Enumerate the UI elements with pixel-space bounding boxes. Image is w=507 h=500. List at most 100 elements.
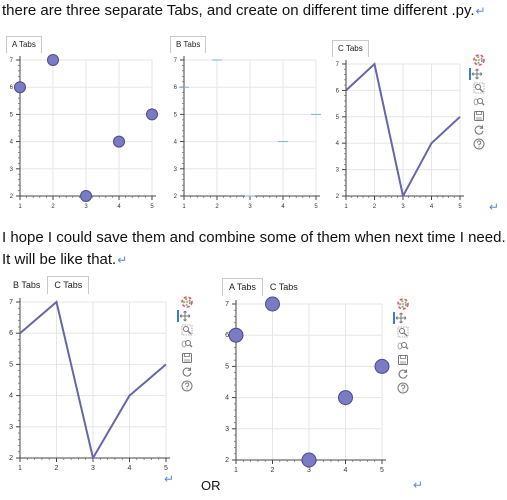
- save-icon[interactable]: [181, 352, 193, 364]
- y-tick-label: 5: [174, 112, 178, 118]
- help-icon[interactable]: [397, 382, 409, 394]
- y-tick-label: 3: [336, 168, 340, 174]
- paragraph-mark: ↵: [413, 478, 424, 492]
- y-tick-label: 4: [336, 141, 340, 147]
- wheel-zoom-icon[interactable]: [473, 96, 485, 108]
- tab-bar: B Tabs C Tabs: [6, 276, 90, 294]
- tab-c-tabs[interactable]: C Tabs: [47, 276, 90, 294]
- pan-icon[interactable]: [469, 68, 483, 80]
- save-icon[interactable]: [473, 110, 485, 122]
- pan-icon[interactable]: [177, 310, 191, 322]
- y-tick-label: 2: [174, 194, 178, 200]
- y-tick-label: 5: [9, 361, 13, 368]
- box-zoom-icon[interactable]: [397, 326, 409, 338]
- tab-a-tabs[interactable]: A Tabs: [6, 36, 42, 53]
- y-tick-label: 6: [174, 85, 178, 91]
- text-line-3: It will be like that.↵: [2, 251, 127, 268]
- data-point: [14, 81, 26, 94]
- y-tick-label: 7: [10, 58, 14, 64]
- y-tick-label: 7: [174, 58, 178, 64]
- bokeh-logo-icon[interactable]: [181, 296, 193, 308]
- y-tick-label: 6: [9, 330, 13, 337]
- x-tick-label: 4: [344, 467, 348, 474]
- x-tick-label: 3: [401, 204, 405, 210]
- reset-icon[interactable]: [397, 368, 409, 380]
- paragraph-mark: ↵: [117, 253, 128, 267]
- x-tick-label: 1: [18, 204, 22, 210]
- x-tick-label: 3: [307, 467, 311, 474]
- y-tick-label: 7: [225, 301, 229, 308]
- data-point: [228, 327, 244, 343]
- y-tick-label: 2: [225, 457, 229, 464]
- text-line-1: there are three separate Tabs, and creat…: [2, 2, 486, 19]
- text-line-2: I hope I could save them and combine som…: [2, 229, 507, 246]
- help-icon[interactable]: [181, 380, 193, 392]
- help-icon[interactable]: [473, 138, 485, 150]
- x-tick-label: 2: [51, 204, 55, 210]
- series-line: [345, 62, 461, 199]
- x-tick-label: 2: [55, 465, 59, 472]
- data-point: [374, 358, 390, 374]
- save-icon[interactable]: [397, 354, 409, 366]
- text-line-2-content: I hope I could save them and combine som…: [2, 229, 506, 246]
- y-tick-label: 4: [9, 393, 13, 400]
- y-tick-label: 4: [174, 140, 178, 146]
- tab-b-tabs[interactable]: B Tabs: [13, 280, 41, 290]
- tab-c-tabs[interactable]: C Tabs: [332, 40, 369, 57]
- tab-a-tabs[interactable]: A Tabs: [222, 278, 263, 296]
- tab-c-tabs[interactable]: C Tabs: [269, 282, 298, 292]
- x-tick-label: 1: [234, 467, 238, 474]
- tab-b-tabs[interactable]: B Tabs: [170, 36, 207, 53]
- x-tick-label: 4: [430, 204, 434, 210]
- tab-bar: C Tabs: [332, 40, 369, 57]
- y-tick-label: 5: [10, 112, 14, 118]
- bokeh-logo-icon[interactable]: [473, 54, 485, 66]
- x-tick-label: 4: [128, 465, 132, 472]
- wheel-zoom-icon[interactable]: [397, 340, 409, 352]
- data-point: [338, 390, 353, 406]
- data-point: [80, 190, 92, 202]
- reset-icon[interactable]: [181, 366, 193, 378]
- y-tick-label: 6: [225, 332, 229, 339]
- x-tick-label: 5: [164, 465, 168, 472]
- x-tick-label: 3: [84, 204, 88, 210]
- y-tick-label: 3: [174, 167, 178, 173]
- paragraph-mark: ↵: [489, 200, 500, 214]
- box-zoom-icon[interactable]: [181, 324, 193, 336]
- y-tick-label: 4: [10, 140, 14, 146]
- reset-icon[interactable]: [473, 124, 485, 136]
- x-tick-label: 5: [314, 204, 318, 210]
- x-tick-label: 4: [117, 204, 121, 210]
- toolbar-c: [469, 54, 486, 150]
- x-tick-label: 5: [150, 204, 154, 210]
- y-tick-label: 7: [336, 62, 340, 68]
- or-label: OR: [201, 478, 221, 493]
- data-point: [113, 135, 125, 148]
- y-tick-label: 7: [9, 299, 13, 306]
- text-line-1-content: there are three separate Tabs, and creat…: [2, 2, 475, 19]
- x-tick-label: 1: [18, 465, 22, 472]
- x-tick-label: 3: [248, 204, 252, 210]
- tab-bar: B Tabs: [170, 36, 207, 53]
- x-tick-label: 2: [271, 467, 275, 474]
- toolbar-bottom-left: [177, 296, 194, 392]
- x-tick-label: 3: [91, 465, 95, 472]
- data-point: [146, 108, 158, 121]
- pan-icon[interactable]: [393, 312, 407, 324]
- bokeh-logo-icon[interactable]: [397, 298, 409, 310]
- data-point: [301, 452, 317, 468]
- x-tick-label: 1: [344, 204, 348, 210]
- toolbar-bottom-right: [393, 298, 410, 394]
- box-zoom-icon[interactable]: [473, 82, 485, 94]
- wheel-zoom-icon[interactable]: [181, 338, 193, 350]
